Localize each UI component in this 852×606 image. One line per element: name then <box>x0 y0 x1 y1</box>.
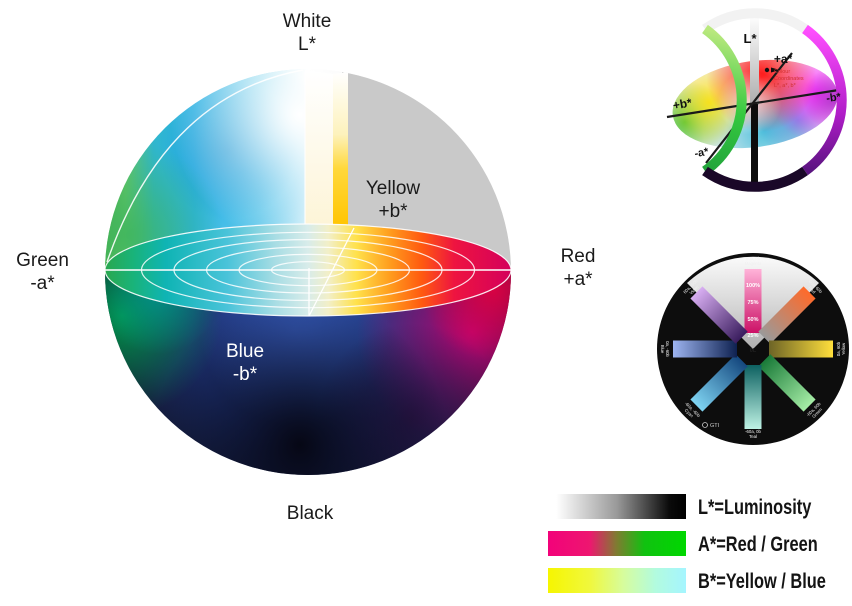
cut-face-white <box>305 70 333 232</box>
label-red-pa: Red +a* <box>560 246 596 290</box>
legend-label-red-green: A*=Red / Green <box>698 533 818 556</box>
main-lab-sphere <box>105 69 511 475</box>
axes-label-pa: +a* <box>774 52 793 66</box>
legend-label-yellow-blue: B*=Yellow / Blue <box>698 570 826 593</box>
a-axis-line <box>705 52 793 164</box>
hue-wheel-rim-labels: 60a, 0b Magenta 60a, 60bRed 0a, 60bYellow… <box>660 256 846 439</box>
axes-label-nb: -b* <box>825 91 842 105</box>
label-white-l: White L* <box>282 11 332 55</box>
meridian-arc <box>106 69 304 263</box>
svg-text:25%: 25% <box>747 333 758 339</box>
label-black: Black <box>286 503 334 524</box>
b-axis-line <box>666 87 846 119</box>
cut-wedge-diagonal-line <box>308 227 355 317</box>
legend-bar-red-green <box>548 531 686 556</box>
gti-logo-text: GTI <box>710 423 720 429</box>
svg-text:100%: 100% <box>746 283 760 289</box>
axes-label-na: -a* <box>694 146 711 160</box>
hue-wheel-center-label: 0L <box>750 348 757 354</box>
svg-text:Coordinates: Coordinates <box>774 76 804 82</box>
label-green-na: Green -a* <box>16 250 69 294</box>
axes-sphere-ring <box>702 8 847 192</box>
cut-face-yellow-band <box>333 72 348 228</box>
hue-wheel: 60a, 0b Magenta 60a, 60bRed 0a, 60bYellow… <box>657 253 849 445</box>
legend-label-luminosity: L*=Luminosity <box>698 496 812 519</box>
gray-cutaway-quarter <box>342 72 511 271</box>
axes-label-pb: +b* <box>672 95 693 112</box>
svg-text:0a, 60bYellow: 0a, 60bYellow <box>836 341 846 356</box>
svg-text:75%: 75% <box>747 300 758 306</box>
svg-text:Colour: Colour <box>774 69 790 75</box>
coordinate-annotation: Colour Coordinates L*, a*, b* <box>774 69 804 89</box>
gti-logo-icon <box>702 422 708 428</box>
coordinate-point-marker <box>764 67 770 73</box>
axes-sphere: L* +a* +b* -a* -b* Colour Coordinates L*… <box>666 8 847 192</box>
marker-arrow-icon <box>771 67 780 73</box>
l-axis-bar-bottom <box>751 104 758 186</box>
legend-bar-luminosity <box>548 494 686 519</box>
svg-text:L*, a*, b*: L*, a*, b* <box>774 83 797 89</box>
label-blue-nb: Blue -b* <box>225 341 265 385</box>
svg-text:0a, -60bBlue: 0a, -60bBlue <box>660 341 670 357</box>
hue-wheel-percent-labels: 100% 75% 50% 25% <box>746 283 760 339</box>
hue-wheel-spokes <box>673 269 833 429</box>
axes-label-l: L* <box>744 31 758 46</box>
label-yellow-pb: Yellow +b* <box>365 178 421 222</box>
l-axis-bar-top <box>750 15 759 105</box>
legend-bar-yellow-blue <box>548 568 686 593</box>
svg-text:50%: 50% <box>747 317 758 323</box>
